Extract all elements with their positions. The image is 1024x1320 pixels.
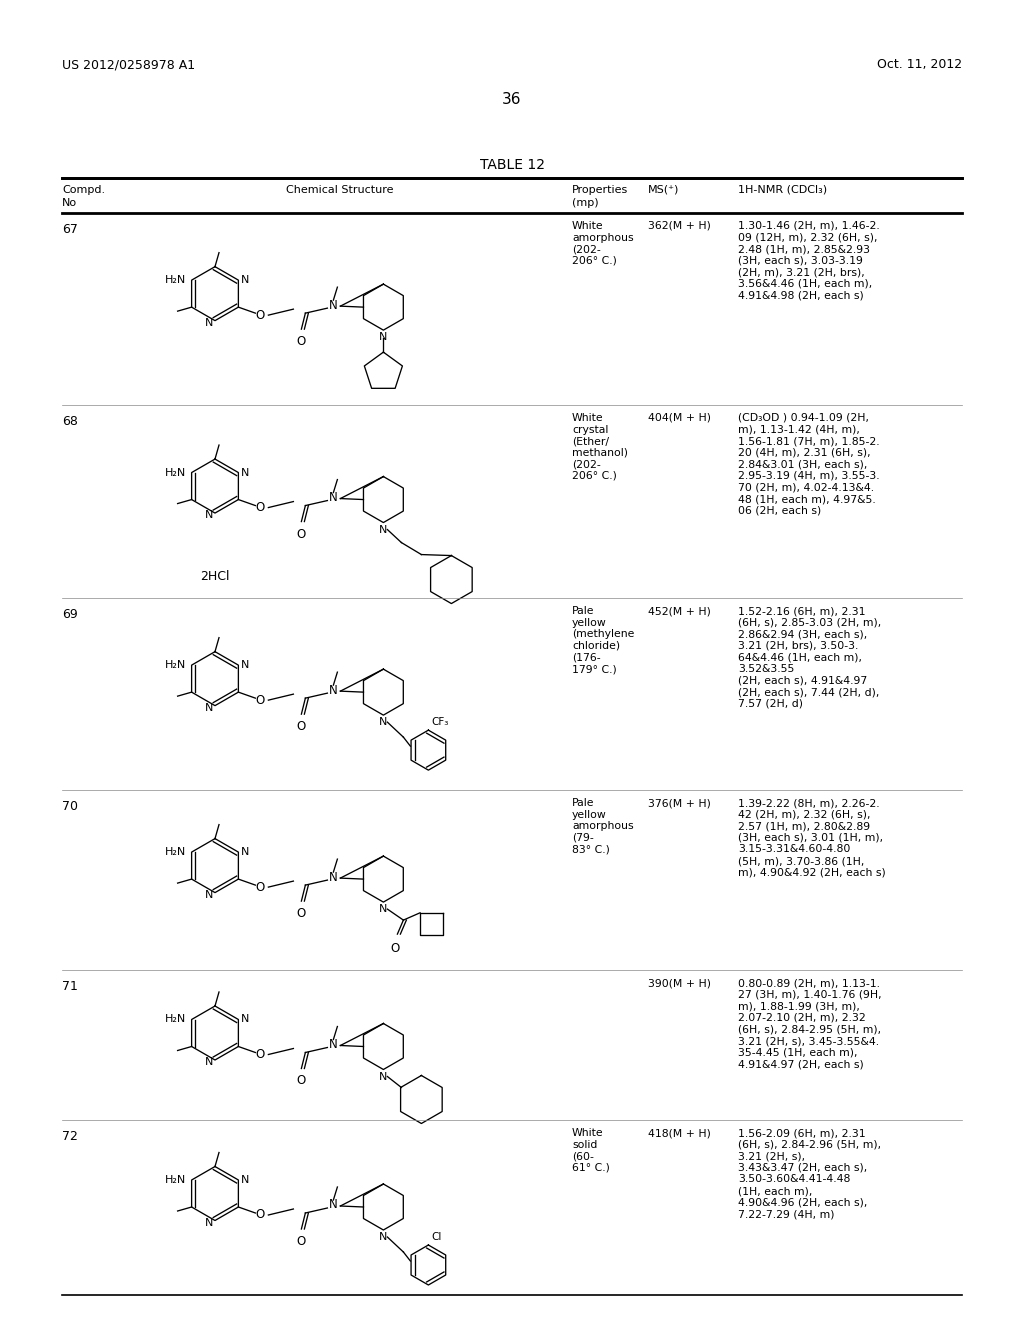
Text: White
solid
(60-
61° C.): White solid (60- 61° C.) — [572, 1129, 610, 1172]
Text: O: O — [256, 309, 265, 322]
Text: N: N — [241, 1175, 249, 1185]
Text: 1.56-2.09 (6H, m), 2.31
(6H, s), 2.84-2.96 (5H, m),
3.21 (2H, s),
3.43&3.47 (2H,: 1.56-2.09 (6H, m), 2.31 (6H, s), 2.84-2.… — [738, 1129, 881, 1220]
Text: N: N — [329, 1199, 338, 1212]
Text: 71: 71 — [62, 979, 78, 993]
Text: N: N — [379, 524, 387, 535]
Text: N: N — [329, 491, 338, 504]
Text: 452(M + H): 452(M + H) — [648, 606, 711, 616]
Text: 362(M + H): 362(M + H) — [648, 220, 711, 231]
Text: O: O — [256, 1048, 265, 1061]
Text: H₂N: H₂N — [165, 1015, 186, 1024]
Text: 0.80-0.89 (2H, m), 1.13-1.
27 (3H, m), 1.40-1.76 (9H,
m), 1.88-1.99 (3H, m),
2.0: 0.80-0.89 (2H, m), 1.13-1. 27 (3H, m), 1… — [738, 978, 882, 1069]
Text: MS(⁺): MS(⁺) — [648, 185, 679, 195]
Text: N: N — [329, 298, 338, 312]
Text: 404(M + H): 404(M + H) — [648, 413, 711, 422]
Text: N: N — [379, 1072, 387, 1081]
Text: N: N — [329, 684, 338, 697]
Text: O: O — [391, 942, 400, 956]
Text: White
amorphous
(202-
206° C.): White amorphous (202- 206° C.) — [572, 220, 634, 265]
Text: (mp): (mp) — [572, 198, 599, 209]
Text: Pale
yellow
amorphous
(79-
83° C.): Pale yellow amorphous (79- 83° C.) — [572, 799, 634, 854]
Text: N: N — [329, 1038, 338, 1051]
Text: O: O — [256, 1209, 265, 1221]
Text: H₂N: H₂N — [165, 467, 186, 478]
Text: 376(M + H): 376(M + H) — [648, 799, 711, 808]
Text: 67: 67 — [62, 223, 78, 236]
Text: O: O — [256, 880, 265, 894]
Text: 1.39-2.22 (8H, m), 2.26-2.
42 (2H, m), 2.32 (6H, s),
2.57 (1H, m), 2.80&2.89
(3H: 1.39-2.22 (8H, m), 2.26-2. 42 (2H, m), 2… — [738, 799, 886, 878]
Text: 1.30-1.46 (2H, m), 1.46-2.
09 (12H, m), 2.32 (6H, s),
2.48 (1H, m), 2.85&2.93
(3: 1.30-1.46 (2H, m), 1.46-2. 09 (12H, m), … — [738, 220, 880, 301]
Text: Properties: Properties — [572, 185, 629, 195]
Text: O: O — [297, 528, 306, 541]
Text: N: N — [379, 904, 387, 913]
Text: Chemical Structure: Chemical Structure — [287, 185, 394, 195]
Text: O: O — [256, 693, 265, 706]
Text: 1.52-2.16 (6H, m), 2.31
(6H, s), 2.85-3.03 (2H, m),
2.86&2.94 (3H, each s),
3.21: 1.52-2.16 (6H, m), 2.31 (6H, s), 2.85-3.… — [738, 606, 882, 709]
Text: 36: 36 — [502, 92, 522, 107]
Text: N: N — [205, 1057, 213, 1067]
Text: TABLE 12: TABLE 12 — [479, 158, 545, 172]
Text: N: N — [379, 1232, 387, 1242]
Text: N: N — [241, 275, 249, 285]
Text: 1H-NMR (CDCl₃): 1H-NMR (CDCl₃) — [738, 185, 827, 195]
Text: N: N — [205, 318, 213, 327]
Text: N: N — [205, 702, 213, 713]
Text: (CD₃OD ) 0.94-1.09 (2H,
m), 1.13-1.42 (4H, m),
1.56-1.81 (7H, m), 1.85-2.
20 (4H: (CD₃OD ) 0.94-1.09 (2H, m), 1.13-1.42 (4… — [738, 413, 880, 516]
Text: N: N — [205, 1217, 213, 1228]
Text: O: O — [256, 502, 265, 513]
Text: O: O — [297, 1236, 306, 1247]
Text: N: N — [205, 510, 213, 520]
Text: 2HCl: 2HCl — [200, 570, 229, 583]
Text: No: No — [62, 198, 77, 209]
Text: N: N — [241, 847, 249, 857]
Text: 69: 69 — [62, 609, 78, 620]
Text: Cl: Cl — [431, 1232, 441, 1242]
Text: H₂N: H₂N — [165, 660, 186, 671]
Text: N: N — [205, 890, 213, 900]
Text: 68: 68 — [62, 414, 78, 428]
Text: White
crystal
(Ether/
methanol)
(202-
206° C.): White crystal (Ether/ methanol) (202- 20… — [572, 413, 628, 480]
Text: O: O — [297, 721, 306, 733]
Text: 418(M + H): 418(M + H) — [648, 1129, 711, 1138]
Text: N: N — [241, 660, 249, 671]
Text: N: N — [379, 333, 387, 342]
Text: N: N — [241, 1015, 249, 1024]
Text: N: N — [329, 871, 338, 883]
Text: H₂N: H₂N — [165, 1175, 186, 1185]
Text: Oct. 11, 2012: Oct. 11, 2012 — [877, 58, 962, 71]
Text: 390(M + H): 390(M + H) — [648, 978, 711, 987]
Text: 72: 72 — [62, 1130, 78, 1143]
Text: H₂N: H₂N — [165, 275, 186, 285]
Text: O: O — [297, 1074, 306, 1088]
Text: US 2012/0258978 A1: US 2012/0258978 A1 — [62, 58, 196, 71]
Text: CF₃: CF₃ — [431, 717, 449, 727]
Text: O: O — [297, 907, 306, 920]
Text: Pale
yellow
(methylene
chloride)
(176-
179° C.): Pale yellow (methylene chloride) (176- 1… — [572, 606, 635, 675]
Text: H₂N: H₂N — [165, 847, 186, 857]
Text: O: O — [297, 335, 306, 348]
Text: Compd.: Compd. — [62, 185, 105, 195]
Text: 70: 70 — [62, 800, 78, 813]
Text: N: N — [379, 717, 387, 727]
Text: N: N — [241, 467, 249, 478]
